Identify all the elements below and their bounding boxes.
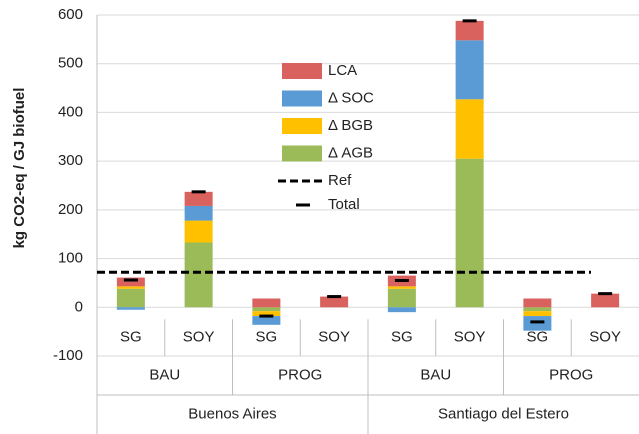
y-tick-label: 400 [58,103,83,120]
x-tick-label: SG [527,329,549,346]
bar-segment [523,307,552,312]
group-label: PROG [549,366,593,383]
bar-segment [387,286,416,289]
bar-segment [184,191,213,206]
bar-segment [252,316,281,325]
bar-segment [523,298,552,308]
y-tick-label: 100 [58,250,83,267]
y-tick-label: 200 [58,201,83,218]
bar-segment [252,311,281,317]
y-tick-label: 300 [58,152,83,169]
bar-segment [387,307,416,313]
bar-segment [184,220,213,243]
y-tick-label: -100 [53,347,83,364]
region-label: Buenos Aires [188,405,276,422]
bar-segment [455,158,484,308]
bar-segment [116,286,145,289]
x-tick-label: SG [120,329,142,346]
x-tick-label: SOY [318,329,350,346]
x-tick-label: SG [256,329,278,346]
bar-segment [523,311,552,317]
bar-segment [455,99,484,159]
bar-segment [455,40,484,100]
bar-segment [116,277,145,287]
y-tick-label: 500 [58,55,83,72]
legend-label: Δ BGB [328,117,373,134]
bar-segment [591,293,620,308]
bar-segment [320,296,349,308]
bar-segment [252,298,281,308]
legend-swatch [282,63,322,79]
legend-label: LCA [328,62,357,79]
legend-swatch [282,118,322,134]
bar-segment [252,307,281,312]
bar-segment [184,242,213,308]
x-tick-label: SOY [454,329,486,346]
y-tick-label: 600 [58,6,83,23]
y-axis-label: kg CO2-eq / GJ biofuel [11,88,28,249]
x-tick-label: SOY [589,329,621,346]
bar-segment [455,20,484,41]
x-tick-label: SOY [183,329,215,346]
bar-segment [116,307,145,310]
group-label: BAU [420,366,451,383]
bar-segment [116,288,145,308]
legend-swatch [282,145,322,162]
bar-segment [184,205,213,221]
region-label: Santiago del Estero [438,405,569,422]
legend-label: Ref [328,172,352,189]
y-tick-label: 0 [75,298,83,315]
group-label: BAU [149,366,180,383]
legend-label: Δ AGB [328,144,373,161]
bar-segment [387,288,416,308]
group-label: PROG [278,366,322,383]
legend-swatch [282,90,322,107]
x-tick-label: SG [391,329,413,346]
legend-label: Total [328,196,360,213]
legend-label: Δ SOC [328,89,374,106]
